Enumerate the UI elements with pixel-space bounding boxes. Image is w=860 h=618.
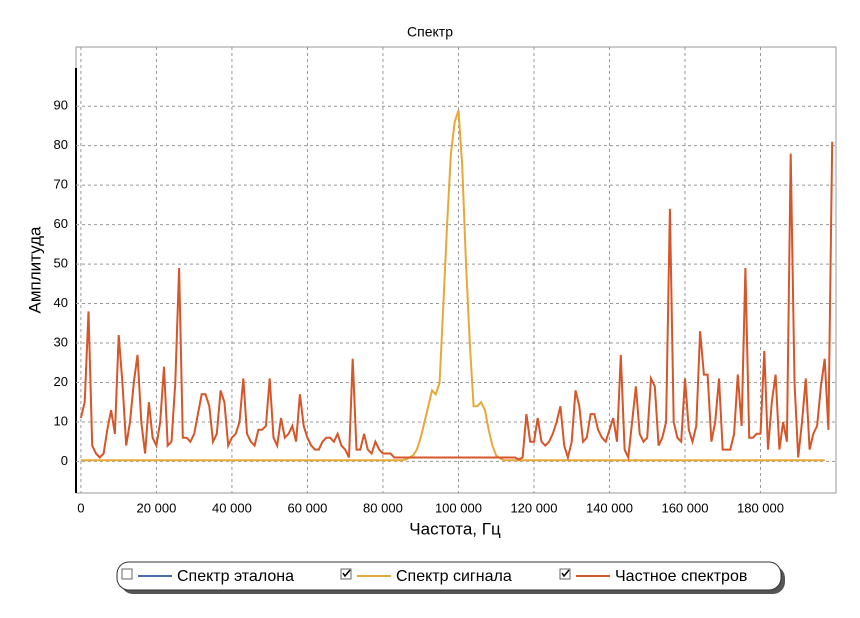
legend-label: Спектр сигнала (396, 568, 512, 585)
y-tick-label: 20 (54, 374, 68, 389)
series-line (80, 109, 825, 462)
x-tick-label: 180 000 (737, 500, 784, 515)
y-tick-label: 80 (54, 137, 68, 152)
x-tick-label: 40 000 (212, 500, 252, 515)
x-tick-label: 160 000 (661, 500, 708, 515)
legend-label: Частное спектров (615, 568, 747, 585)
y-tick-label: 50 (54, 256, 68, 271)
y-tick-label: 60 (54, 216, 68, 231)
chart-title: Спектр (407, 24, 453, 40)
x-tick-label: 0 (77, 500, 84, 515)
legend-label: Спектр эталона (177, 568, 294, 585)
legend-check (342, 569, 351, 578)
legend-check (561, 569, 570, 578)
x-tick-label: 120 000 (510, 500, 557, 515)
x-tick-label: 140 000 (586, 500, 633, 515)
series-line (79, 141, 834, 462)
legend (116, 561, 782, 591)
legend-checkbox[interactable] (121, 568, 133, 580)
y-tick-label: 70 (54, 177, 68, 192)
x-tick-label: 20 000 (137, 500, 177, 515)
y-tick-label: 40 (54, 295, 68, 310)
y-tick-label: 0 (61, 453, 68, 468)
y-axis-label: Амплитуда (25, 226, 44, 313)
x-tick-label: 80 000 (363, 500, 403, 515)
x-tick-label: 60 000 (288, 500, 328, 515)
x-tick-label: 100 000 (435, 500, 482, 515)
y-tick-label: 10 (54, 413, 68, 428)
y-tick-label: 30 (54, 334, 68, 349)
x-axis-label: Частота, Гц (409, 519, 501, 538)
y-tick-label: 90 (54, 98, 68, 113)
